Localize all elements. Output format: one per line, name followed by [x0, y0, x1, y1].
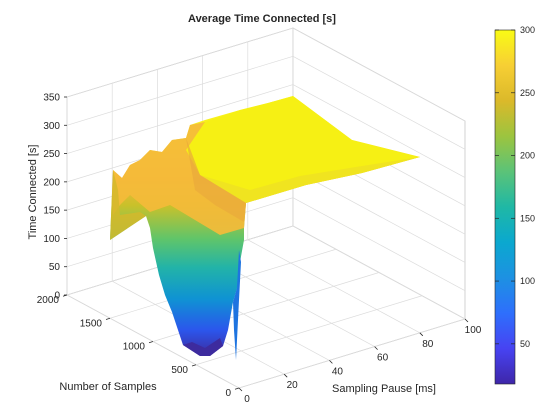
colorbar-tick-label: 50: [520, 339, 530, 349]
x-tick-label: 80: [422, 339, 434, 350]
y-axis-label: Number of Samples: [59, 381, 157, 393]
x-tick-label: 20: [287, 380, 299, 391]
z-tick-label: 200: [43, 177, 60, 188]
y-tick-label: 1500: [80, 318, 103, 329]
y-tick-label: 2000: [37, 295, 60, 306]
x-tick-mark: [465, 319, 468, 322]
y-tick-label: 500: [171, 365, 188, 376]
x-tick-mark: [420, 333, 423, 336]
colorbar-tick-label: 100: [520, 276, 535, 286]
z-tick-label: 50: [49, 262, 61, 273]
z-tick-label: 300: [43, 121, 60, 132]
x-tick-label: 60: [377, 353, 389, 364]
y-tick-mark: [106, 318, 110, 319]
x-tick-label: 40: [332, 366, 344, 377]
y-tick-label: 1000: [123, 342, 146, 353]
colorbar-tick-label: 250: [520, 88, 535, 98]
z-tick-label: 350: [43, 93, 60, 104]
y-tick-mark: [235, 388, 239, 389]
z-tick-label: 100: [43, 234, 60, 245]
x-tick-label: 100: [465, 325, 482, 336]
x-tick-label: 0: [244, 394, 250, 405]
colorbar-tick-label: 150: [520, 213, 535, 223]
z-tick-label: 250: [43, 149, 60, 160]
colorbar-tick-label: 300: [520, 25, 535, 35]
x-tick-mark: [375, 347, 378, 350]
x-tick-mark: [329, 360, 332, 363]
y-tick-mark: [192, 365, 196, 366]
z-axis-label: Time Connected [s]: [27, 145, 39, 240]
y-tick-mark: [149, 342, 153, 343]
y-tick-label: 0: [225, 388, 231, 399]
x-tick-mark: [239, 388, 242, 391]
x-axis-label: Sampling Pause [ms]: [332, 383, 436, 395]
colorbar-tick-label: 200: [520, 151, 535, 161]
chart-title: Average Time Connected [s]: [188, 13, 336, 25]
x-tick-mark: [284, 374, 287, 377]
z-tick-label: 150: [43, 206, 60, 217]
colorbar: [495, 30, 515, 384]
